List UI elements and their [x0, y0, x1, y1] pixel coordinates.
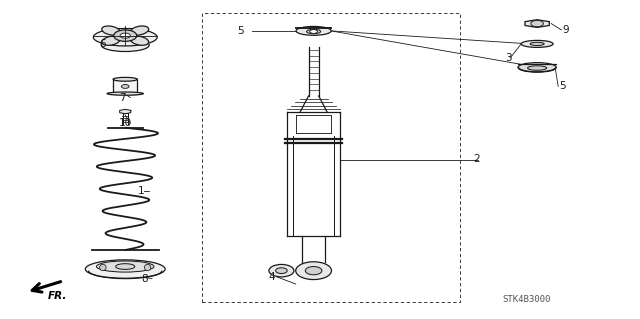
Text: 6: 6: [100, 39, 106, 48]
Text: 9: 9: [563, 25, 570, 35]
Ellipse shape: [307, 29, 321, 34]
Text: STK4B3000: STK4B3000: [502, 295, 550, 304]
Ellipse shape: [100, 264, 106, 271]
Ellipse shape: [130, 26, 148, 35]
Circle shape: [122, 85, 129, 88]
Polygon shape: [120, 109, 131, 114]
Text: 1: 1: [138, 186, 145, 196]
Ellipse shape: [102, 26, 120, 35]
Bar: [113, 79, 138, 93]
Ellipse shape: [102, 36, 120, 45]
Ellipse shape: [85, 260, 165, 278]
Circle shape: [114, 30, 137, 41]
Text: 2: 2: [473, 154, 480, 165]
Text: 5: 5: [237, 26, 244, 36]
Ellipse shape: [113, 78, 138, 81]
Circle shape: [531, 20, 543, 27]
Circle shape: [310, 30, 317, 33]
Ellipse shape: [97, 261, 154, 272]
Circle shape: [305, 267, 322, 275]
Circle shape: [120, 33, 131, 38]
Text: 4: 4: [269, 272, 276, 282]
Text: 7: 7: [119, 93, 125, 103]
Ellipse shape: [530, 42, 544, 46]
Text: FR.: FR.: [47, 291, 67, 301]
Text: 5: 5: [559, 81, 566, 92]
Text: 3: 3: [505, 53, 512, 63]
Ellipse shape: [521, 41, 553, 48]
Ellipse shape: [116, 264, 135, 269]
Polygon shape: [525, 20, 549, 27]
Ellipse shape: [130, 36, 148, 45]
Circle shape: [276, 268, 287, 274]
Ellipse shape: [145, 264, 151, 271]
Ellipse shape: [518, 63, 556, 72]
Ellipse shape: [527, 66, 547, 70]
Circle shape: [296, 262, 332, 279]
Ellipse shape: [107, 92, 143, 95]
Ellipse shape: [93, 28, 157, 46]
Ellipse shape: [296, 26, 331, 35]
Bar: [202, 13, 461, 302]
Text: 10: 10: [119, 118, 132, 128]
Circle shape: [269, 264, 294, 277]
Ellipse shape: [101, 39, 149, 51]
Text: 8: 8: [141, 274, 148, 284]
